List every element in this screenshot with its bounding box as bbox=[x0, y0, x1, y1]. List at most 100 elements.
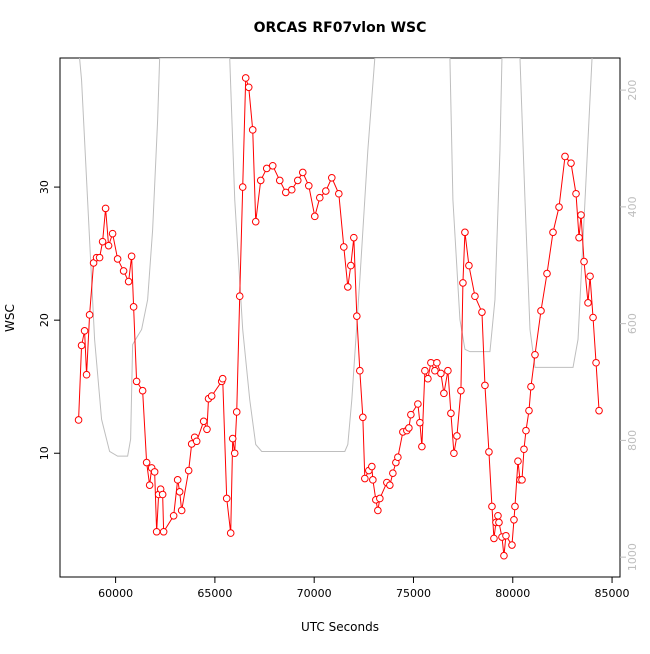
data-point bbox=[453, 432, 461, 440]
data-point bbox=[495, 518, 503, 527]
data-point bbox=[421, 366, 429, 375]
data-point bbox=[82, 370, 91, 379]
data-point bbox=[218, 374, 227, 383]
data-point bbox=[471, 292, 479, 301]
data-point bbox=[543, 269, 551, 278]
data-point bbox=[580, 257, 588, 266]
data-point bbox=[481, 381, 489, 390]
data-point bbox=[129, 303, 138, 311]
data-point bbox=[199, 417, 208, 426]
data-point bbox=[592, 358, 600, 367]
data-point bbox=[158, 490, 167, 499]
data-point bbox=[433, 358, 441, 367]
data-point bbox=[437, 369, 445, 378]
data-point bbox=[177, 506, 186, 515]
data-point bbox=[275, 176, 284, 185]
data-point bbox=[152, 527, 161, 536]
data-point bbox=[238, 183, 247, 191]
data-point bbox=[287, 185, 296, 194]
data-point bbox=[361, 474, 369, 483]
y2-tick-label: 200 bbox=[626, 80, 639, 101]
data-point bbox=[549, 228, 557, 237]
data-point bbox=[502, 531, 510, 540]
data-point bbox=[119, 267, 128, 275]
data-point bbox=[235, 292, 244, 301]
data-point bbox=[184, 466, 193, 475]
data-point bbox=[527, 382, 535, 391]
data-point bbox=[459, 279, 467, 287]
data-point bbox=[322, 187, 330, 195]
data-point bbox=[508, 541, 516, 549]
data-point bbox=[207, 392, 216, 400]
y-tick-label: 10 bbox=[38, 446, 51, 460]
data-point bbox=[359, 413, 367, 422]
data-point bbox=[520, 445, 528, 454]
data-point bbox=[169, 511, 178, 520]
x-tick-label: 65000 bbox=[197, 587, 232, 600]
data-point bbox=[369, 476, 377, 484]
data-point bbox=[251, 217, 260, 226]
data-point bbox=[74, 416, 83, 424]
data-point bbox=[192, 437, 201, 446]
data-point bbox=[159, 527, 168, 536]
data-point bbox=[500, 551, 508, 560]
data-point bbox=[138, 386, 147, 395]
data-point bbox=[77, 341, 86, 350]
x-tick-label: 75000 bbox=[396, 587, 431, 600]
data-point bbox=[315, 193, 324, 202]
data-point bbox=[173, 476, 182, 484]
series-line bbox=[79, 58, 593, 457]
data-point bbox=[589, 313, 597, 322]
data-point bbox=[124, 277, 133, 286]
data-point bbox=[353, 312, 361, 320]
data-point bbox=[514, 457, 522, 466]
data-point bbox=[577, 211, 585, 219]
x-axis-label: UTC Seconds bbox=[301, 620, 379, 634]
data-point bbox=[304, 181, 313, 190]
data-point bbox=[132, 377, 141, 386]
data-point bbox=[145, 481, 154, 489]
data-point bbox=[389, 469, 397, 478]
data-point bbox=[368, 462, 376, 471]
data-point bbox=[490, 534, 498, 543]
data-point bbox=[575, 233, 583, 242]
data-point bbox=[567, 159, 575, 167]
data-point bbox=[268, 161, 277, 170]
data-point bbox=[522, 426, 530, 435]
data-point bbox=[175, 488, 184, 496]
chart-title: ORCAS RF07vlon WSC bbox=[254, 20, 427, 36]
data-point bbox=[418, 442, 426, 451]
data-point bbox=[424, 374, 432, 383]
data-point bbox=[386, 481, 394, 489]
data-point bbox=[340, 243, 348, 251]
data-point bbox=[101, 204, 110, 213]
data-point bbox=[222, 494, 231, 503]
data-point bbox=[595, 406, 603, 415]
data-point bbox=[108, 229, 117, 238]
data-point bbox=[405, 424, 413, 432]
data-point bbox=[230, 449, 239, 458]
data-point bbox=[150, 468, 159, 476]
data-point bbox=[555, 203, 563, 211]
data-point bbox=[586, 272, 594, 281]
x-tick-label: 70000 bbox=[297, 587, 332, 600]
data-point bbox=[226, 529, 235, 537]
data-point bbox=[241, 74, 250, 82]
data-point bbox=[203, 425, 211, 434]
data-point bbox=[537, 307, 545, 315]
data-point bbox=[394, 453, 402, 462]
data-point bbox=[461, 228, 469, 237]
data-point bbox=[572, 189, 580, 198]
y-tick-label: 30 bbox=[38, 180, 51, 194]
plot-area bbox=[74, 58, 603, 560]
data-point bbox=[127, 252, 136, 261]
data-point bbox=[518, 476, 526, 484]
data-point bbox=[347, 261, 355, 270]
data-point bbox=[478, 308, 486, 316]
data-point bbox=[511, 502, 519, 511]
data-point bbox=[356, 366, 364, 375]
data-point bbox=[457, 386, 465, 395]
y2-tick-label: 400 bbox=[626, 196, 639, 217]
y-axis-label: WSC bbox=[3, 304, 17, 332]
